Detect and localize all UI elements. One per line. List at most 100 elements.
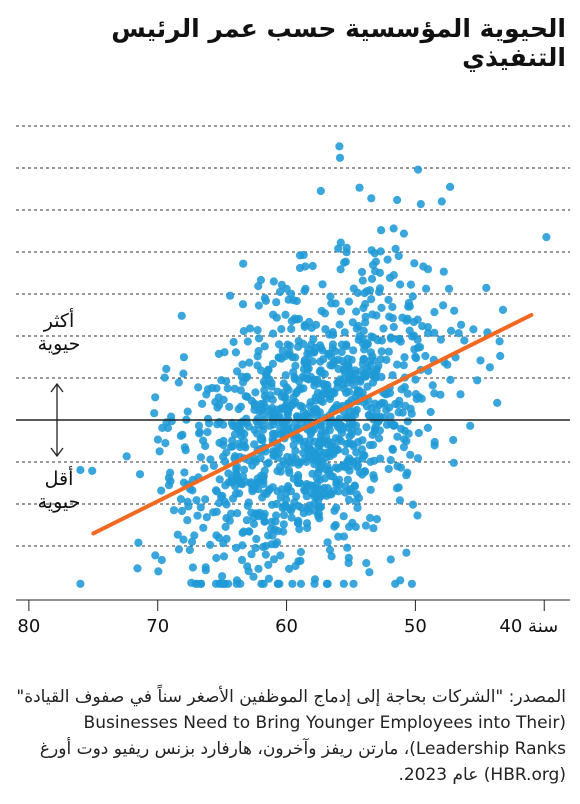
data-point xyxy=(372,311,381,320)
data-point xyxy=(232,579,241,588)
data-point xyxy=(323,538,332,547)
data-point xyxy=(339,365,349,374)
data-point xyxy=(349,579,358,588)
data-point xyxy=(367,246,376,255)
more-vitality-line-2: حيوية xyxy=(37,333,81,355)
data-point xyxy=(316,186,325,196)
data-point xyxy=(542,233,551,242)
data-point xyxy=(154,567,163,576)
data-point xyxy=(265,375,274,384)
data-point xyxy=(348,318,357,327)
data-point xyxy=(357,267,367,277)
data-point xyxy=(400,435,409,444)
data-point xyxy=(325,545,335,555)
data-point xyxy=(411,375,420,384)
data-point xyxy=(269,450,278,459)
data-point xyxy=(404,298,413,308)
data-point xyxy=(335,320,344,329)
more-vitality-line-1: أكثر xyxy=(43,310,75,332)
data-point xyxy=(162,364,171,373)
data-point xyxy=(173,530,182,539)
data-point xyxy=(367,295,376,304)
data-point xyxy=(279,520,288,529)
data-point xyxy=(295,525,304,534)
data-point xyxy=(454,329,463,338)
x-tick-label: 40 سنة xyxy=(499,616,558,637)
data-point xyxy=(341,447,350,456)
data-point xyxy=(421,351,430,361)
data-point xyxy=(289,393,298,402)
data-point xyxy=(240,465,249,474)
data-point xyxy=(206,455,215,464)
data-point xyxy=(344,558,353,568)
data-point xyxy=(251,543,260,553)
data-point xyxy=(292,296,301,306)
data-point xyxy=(367,332,376,341)
data-point xyxy=(212,507,221,516)
data-point xyxy=(323,390,332,399)
data-point xyxy=(252,534,261,544)
data-point xyxy=(323,380,332,390)
data-point xyxy=(376,247,385,256)
data-point xyxy=(400,353,409,362)
data-point xyxy=(151,393,160,402)
data-point xyxy=(457,320,466,329)
data-point xyxy=(310,506,319,515)
data-point xyxy=(198,399,207,408)
data-point xyxy=(281,310,290,319)
data-point xyxy=(305,350,314,359)
data-point xyxy=(185,545,194,555)
data-point xyxy=(333,445,342,454)
data-point xyxy=(306,429,315,438)
data-point xyxy=(233,367,242,376)
data-point xyxy=(449,435,458,445)
data-point xyxy=(337,347,346,357)
data-point xyxy=(239,378,248,387)
data-point xyxy=(403,417,412,426)
data-point xyxy=(407,409,416,418)
data-point xyxy=(257,471,266,480)
data-point xyxy=(179,369,188,378)
data-point xyxy=(319,355,328,364)
data-point xyxy=(157,555,166,565)
data-point xyxy=(396,576,405,585)
data-point xyxy=(218,572,227,581)
data-point xyxy=(161,439,170,448)
data-point xyxy=(295,251,305,260)
data-point xyxy=(244,498,253,507)
data-point xyxy=(335,142,344,151)
data-point xyxy=(384,464,393,474)
data-point xyxy=(423,265,433,274)
data-point xyxy=(194,383,203,392)
data-point xyxy=(336,307,346,316)
data-point xyxy=(353,503,362,512)
data-point xyxy=(447,326,456,335)
data-point xyxy=(283,422,292,431)
data-point xyxy=(180,443,189,452)
data-point xyxy=(259,579,268,588)
data-point xyxy=(353,427,363,436)
data-point xyxy=(167,412,176,421)
data-point xyxy=(226,291,235,300)
data-point xyxy=(257,366,266,375)
data-point xyxy=(135,470,145,479)
data-point xyxy=(291,446,300,455)
data-point xyxy=(176,495,185,504)
data-point xyxy=(473,376,482,385)
data-point xyxy=(301,262,310,271)
data-point xyxy=(327,552,336,561)
data-point xyxy=(368,440,378,449)
data-point xyxy=(238,480,247,489)
data-point xyxy=(385,403,394,412)
data-point xyxy=(180,468,189,477)
data-point xyxy=(254,564,263,573)
source-note: المصدر: "الشركات بحاجة إلى إدماج الموظفي… xyxy=(16,687,566,785)
data-point xyxy=(214,393,223,402)
data-point xyxy=(356,375,365,384)
data-point xyxy=(363,382,372,391)
data-point xyxy=(252,417,261,426)
data-point xyxy=(408,292,417,301)
data-point xyxy=(402,548,411,557)
data-point xyxy=(424,329,433,338)
data-point xyxy=(272,298,281,307)
